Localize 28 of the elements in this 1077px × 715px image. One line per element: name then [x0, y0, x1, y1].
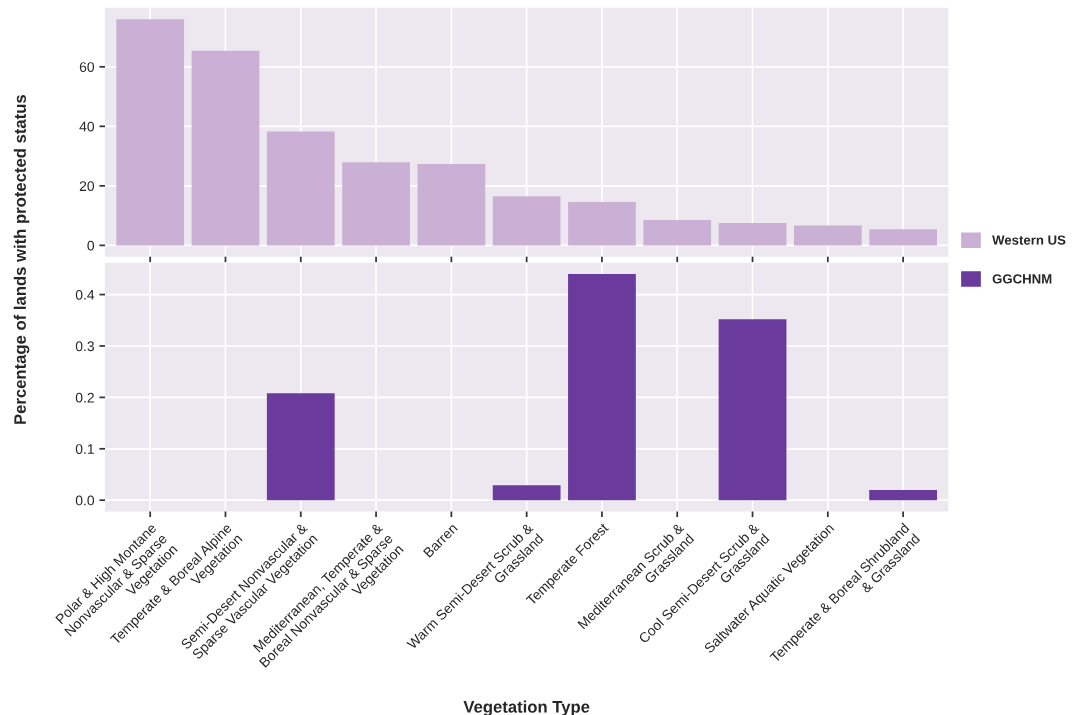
y-tick-label: 40: [79, 121, 95, 132]
bar: [793, 225, 862, 246]
y-tick-label: 0.3: [75, 341, 94, 352]
bar: [417, 164, 486, 246]
bar: [718, 223, 787, 246]
bar: [869, 229, 937, 246]
y-tick-label: 60: [79, 62, 95, 72]
bar: [568, 201, 636, 246]
bar: [266, 131, 335, 246]
bar: [568, 274, 636, 501]
bar: [342, 162, 410, 246]
y-tick-label: 0.4: [75, 289, 95, 300]
y-tick-label: 0: [87, 240, 95, 251]
y-tick-label: 0.2: [75, 392, 94, 403]
y-tick-label: 20: [79, 181, 95, 192]
y-tick-label: 0.0: [75, 495, 95, 506]
bar: [492, 196, 561, 246]
bar: [266, 393, 335, 501]
legend-label: GGCHNM: [992, 274, 1052, 284]
y-axis-title: Percentage of lands with protected status: [13, 95, 30, 424]
bar: [869, 489, 937, 501]
bar: [718, 319, 787, 501]
legend-label: Western US: [992, 235, 1066, 245]
bar: [116, 19, 185, 246]
bar: [191, 50, 260, 246]
bar: [492, 485, 561, 501]
bar: [643, 220, 712, 246]
y-tick-label: 0.1: [75, 444, 94, 454]
